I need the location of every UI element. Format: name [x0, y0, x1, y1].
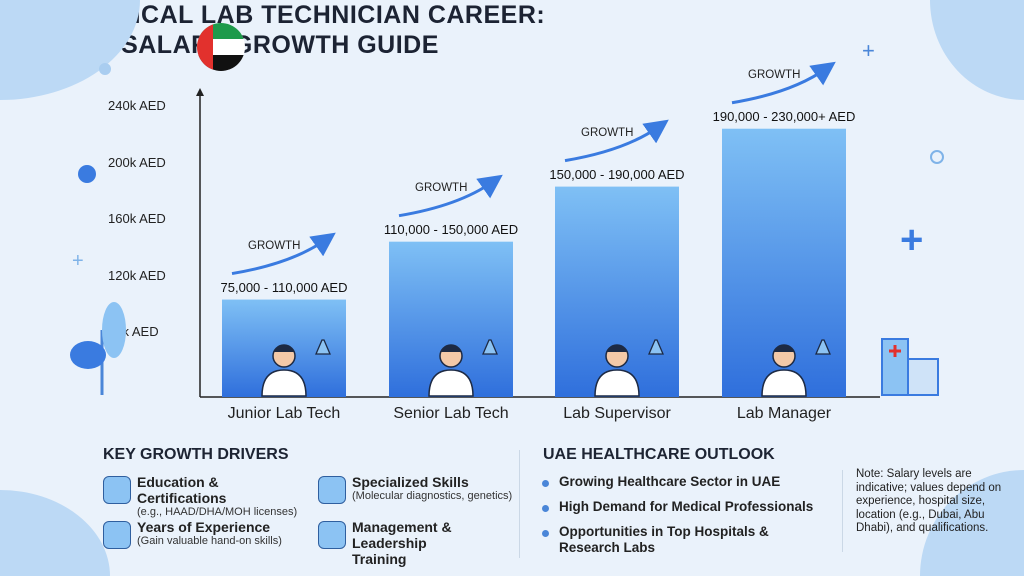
driver-title: Years of Experience: [137, 519, 271, 535]
growth-arrow: [398, 174, 503, 218]
bullet-icon: [542, 505, 549, 512]
lab-flask-icon: [103, 521, 131, 549]
manager-building-icon: [761, 339, 831, 397]
y-tick-label: 240k AED: [108, 98, 166, 114]
growth-label: GROWTH: [748, 68, 801, 81]
decor-dot: [78, 165, 96, 183]
plus-icon: +: [862, 38, 875, 63]
x-category-label: Lab Supervisor: [563, 405, 671, 422]
uae-flag-icon: [197, 23, 245, 71]
growth-label: GROWTH: [248, 239, 301, 252]
outlook-heading: UAE HEALTHCARE OUTLOOK: [543, 446, 775, 463]
divider: [519, 450, 520, 558]
driver-item: Years of Experience (Gain valuable hand-…: [103, 519, 303, 549]
team-icon: [318, 521, 346, 549]
y-axis-arrow: [196, 88, 204, 96]
outlook-item: High Demand for Medical Professionals: [559, 499, 814, 514]
y-tick-label: 120k AED: [108, 267, 166, 283]
hospital-icon: [881, 338, 939, 396]
x-category-label: Lab Manager: [736, 405, 832, 422]
plant-icon: [70, 302, 126, 395]
dna-icon: [318, 476, 346, 504]
salary-note: Note: Salary levels are indicative; valu…: [856, 468, 1002, 534]
driver-subtitle: (Molecular diagnostics, genetics): [352, 490, 513, 502]
decor-blob: [0, 490, 110, 576]
microscope-scientist-icon: [261, 339, 331, 397]
growth-arrow: [231, 232, 336, 276]
bullet-icon: [542, 530, 549, 537]
driver-title: Management & Leadership Training: [352, 519, 452, 567]
x-category-label: Junior Lab Tech: [227, 405, 341, 422]
x-category-label: Senior Lab Tech: [393, 405, 509, 422]
salary-bar-chart: [196, 61, 880, 398]
bar-data-label: 190,000 - 230,000+ AED: [712, 108, 856, 124]
growth-label: GROWTH: [415, 181, 468, 194]
growth-arrow: [564, 119, 669, 163]
y-tick-label: 160k AED: [108, 211, 166, 227]
decor-dot: [99, 63, 111, 75]
growth-arrow: [731, 61, 836, 105]
drivers-heading: KEY GROWTH DRIVERS: [103, 446, 289, 463]
decor-ring: [930, 150, 944, 164]
plus-icon: +: [900, 218, 924, 262]
outlook-item: Growing Healthcare Sector in UAE: [559, 474, 781, 489]
scientist-flask-icon: [428, 339, 498, 397]
plus-icon: +: [72, 250, 84, 272]
bullet-icon: [542, 480, 549, 487]
divider: [842, 470, 843, 552]
bar-data-label: 110,000 - 150,000 AED: [383, 221, 519, 237]
driver-title: Specialized Skills: [352, 474, 469, 490]
outlook-item: Opportunities in Top Hospitals & Researc…: [559, 524, 769, 555]
driver-item: Education & Certifications (e.g., HAAD/D…: [103, 474, 303, 518]
driver-subtitle: (Gain valuable hand-on skills): [137, 535, 282, 547]
supervisor-test-tube-icon: [594, 339, 664, 397]
growth-label: GROWTH: [581, 126, 634, 139]
bar-data-label: 150,000 - 190,000 AED: [549, 166, 685, 182]
driver-title: Education & Certifications: [137, 474, 227, 506]
bar-data-label: 75,000 - 110,000 AED: [220, 279, 348, 295]
y-tick-label: 200k AED: [108, 154, 166, 170]
graduation-cap-icon: [103, 476, 131, 504]
driver-subtitle: (e.g., HAAD/DHA/MOH licenses): [137, 506, 298, 518]
driver-item: Specialized Skills (Molecular diagnostic…: [318, 474, 518, 504]
driver-item: Management & Leadership Training: [318, 519, 518, 567]
